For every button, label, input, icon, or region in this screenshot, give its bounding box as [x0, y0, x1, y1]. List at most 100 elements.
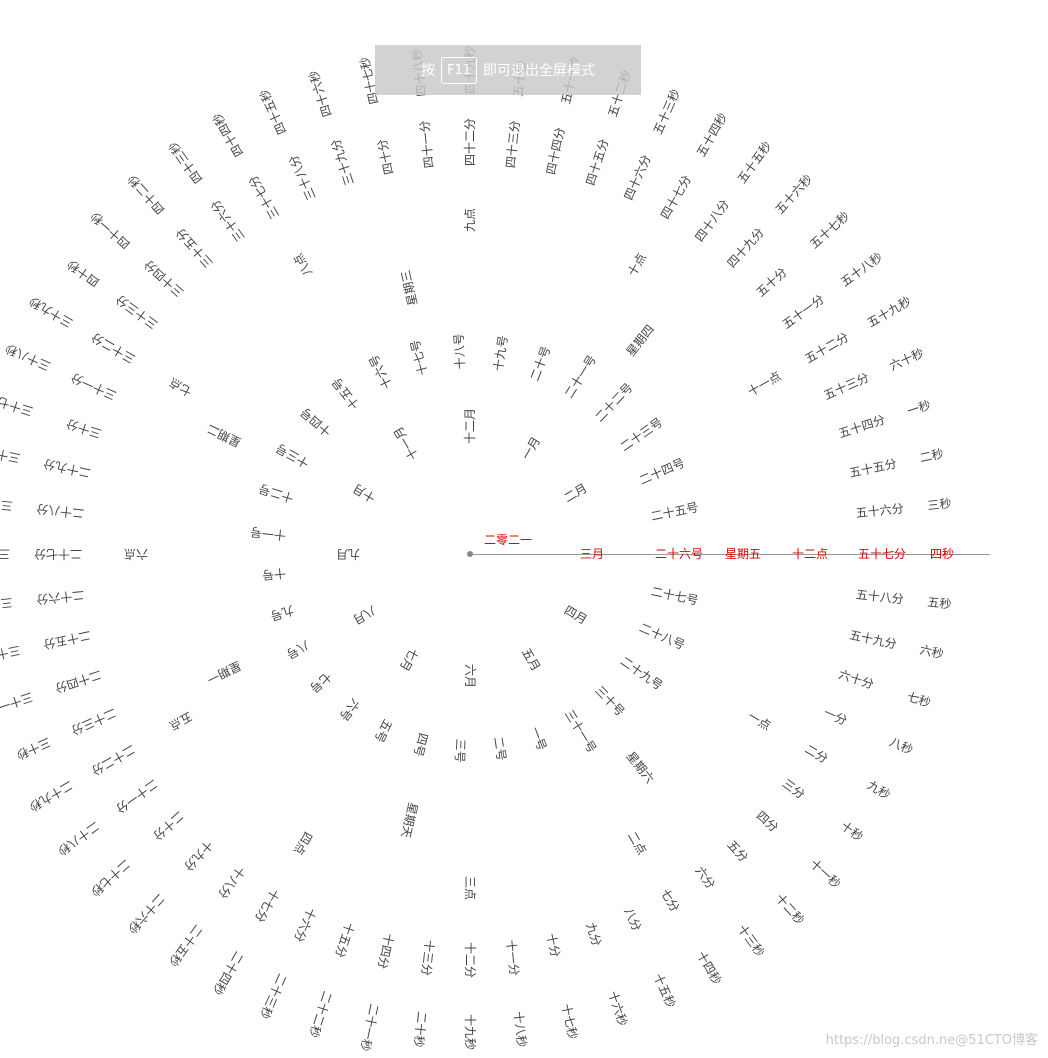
seconds-label: 三十四秒 [0, 547, 10, 561]
days-label: 三十一号 [561, 707, 600, 756]
days-label: 二十一号 [561, 352, 600, 401]
hours-label: 三点 [463, 876, 477, 901]
days-label: 二十八号 [637, 620, 687, 653]
weekdays-label: 星期天 [398, 801, 421, 840]
seconds-label: 十秒 [838, 818, 866, 845]
days-label: 十七号 [407, 338, 431, 377]
minutes-label: 五十三分 [821, 370, 872, 403]
minutes-label: 十九分 [181, 837, 216, 874]
minutes-label: 四十四分 [543, 126, 568, 176]
minutes-label: 四十一分 [417, 119, 437, 169]
minutes-label: 四十七分 [657, 172, 695, 222]
minutes-label: 二十七分 [33, 547, 82, 561]
seconds-label: 二十七秒 [87, 856, 133, 900]
days-label: 二十九号 [617, 653, 666, 693]
minutes-label: 十八分 [215, 863, 248, 902]
minutes-label: 六十分 [836, 667, 876, 692]
months-label: 八月 [350, 602, 379, 628]
months-label: 十一月 [390, 424, 422, 463]
minutes-label: 五十九分 [848, 627, 898, 652]
seconds-label: 十九秒 [463, 1014, 477, 1051]
minutes-label: 三分 [779, 776, 808, 802]
seconds-label: 四十五秒 [256, 87, 290, 137]
days-label: 九号 [268, 602, 296, 624]
fullscreen-exit-notice: 按 F11 即可退出全屏模式 [375, 45, 641, 95]
seconds-label: 五秒 [926, 595, 953, 612]
weekdays-label: 星期二 [204, 421, 244, 450]
days-label: 七号 [306, 669, 335, 696]
days-label: 二十二号 [592, 380, 636, 425]
days-label: 十四号 [297, 404, 335, 439]
days-label: 二十号 [527, 344, 554, 383]
minutes-label: 三十一分 [68, 370, 119, 403]
minutes-label: 二十分 [150, 808, 187, 843]
seconds-label: 五十五秒 [734, 138, 775, 186]
seconds-label: 十六秒 [605, 989, 630, 1028]
seconds-label: 四十秒 [64, 256, 102, 290]
seconds-label: 三十二秒 [0, 642, 22, 667]
seconds-label: 五十三秒 [650, 87, 684, 137]
seconds-label: 六十秒 [887, 345, 926, 374]
seconds-label: 四秒 [930, 547, 955, 561]
hours-label: 六点 [123, 547, 148, 561]
minutes-label: 五十八分 [855, 587, 905, 607]
seconds-label: 十一秒 [807, 856, 844, 892]
minutes-label: 二十八分 [35, 501, 85, 521]
seconds-label: 五十六秒 [772, 171, 816, 217]
days-label: 四号 [410, 731, 431, 759]
seconds-label: 二十一秒 [357, 1002, 382, 1053]
days-label: 十五号 [329, 374, 363, 412]
minutes-label: 三十八分 [286, 152, 319, 203]
minutes-label: 二十一分 [113, 776, 161, 816]
clock-hand-line [470, 554, 990, 555]
months-label: 三月 [580, 547, 605, 561]
minutes-label: 十三分 [418, 939, 437, 977]
minutes-label: 八分 [621, 905, 644, 934]
seconds-label: 十五秒 [650, 971, 679, 1010]
seconds-label: 三十一秒 [0, 689, 35, 718]
seconds-label: 五十八秒 [838, 249, 886, 290]
minutes-label: 三十二分 [88, 329, 138, 367]
seconds-label: 十四秒 [693, 948, 725, 988]
minutes-label: 四十九分 [724, 225, 767, 271]
days-label: 十八号 [451, 332, 468, 370]
seconds-label: 三十七秒 [0, 390, 35, 419]
seconds-label: 三十五秒 [0, 493, 14, 513]
months-label: 十二月 [463, 407, 477, 444]
weekdays-label: 星期六 [623, 749, 657, 786]
seconds-label: 一秒 [905, 397, 933, 419]
seconds-label: 二十秒 [411, 1010, 429, 1049]
hours-label: 五点 [166, 708, 195, 734]
minutes-label: 五十五分 [848, 456, 898, 481]
months-label: 五月 [518, 645, 544, 674]
days-label: 二十七号 [649, 584, 700, 608]
days-label: 十一号 [249, 524, 287, 543]
minutes-label: 三十四分 [141, 257, 187, 300]
seconds-label: 二十五秒 [165, 922, 206, 970]
minutes-label: 三十分 [64, 416, 104, 441]
minutes-label: 三十七分 [245, 172, 283, 222]
minutes-label: 十分 [543, 932, 563, 959]
clock-center-dot [467, 551, 473, 557]
seconds-label: 二秒 [918, 446, 945, 466]
hours-label: 九点 [463, 207, 477, 232]
days-label: 十号 [261, 565, 287, 583]
minutes-label: 二十二分 [88, 741, 138, 779]
days-label: 十三号 [273, 440, 312, 471]
days-label: 二十三号 [617, 415, 666, 455]
seconds-label: 十七秒 [558, 1002, 580, 1041]
minutes-label: 三十五分 [173, 225, 216, 271]
seconds-label: 三秒 [926, 496, 953, 513]
weekdays-label: 星期三 [398, 268, 421, 307]
hours-label: 四点 [290, 829, 316, 858]
watermark: https://blog.csdn.ne@51CTO博客 [825, 1033, 1038, 1048]
minutes-label: 四分 [753, 808, 781, 835]
minutes-label: 四十分 [374, 137, 397, 176]
seconds-label: 二十三秒 [256, 971, 290, 1021]
seconds-label: 三十六秒 [0, 441, 22, 466]
notice-suffix: 即可退出全屏模式 [483, 63, 596, 79]
seconds-label: 八秒 [887, 734, 916, 758]
hours-label: 十二点 [792, 547, 829, 561]
minutes-label: 五十六分 [855, 501, 905, 521]
